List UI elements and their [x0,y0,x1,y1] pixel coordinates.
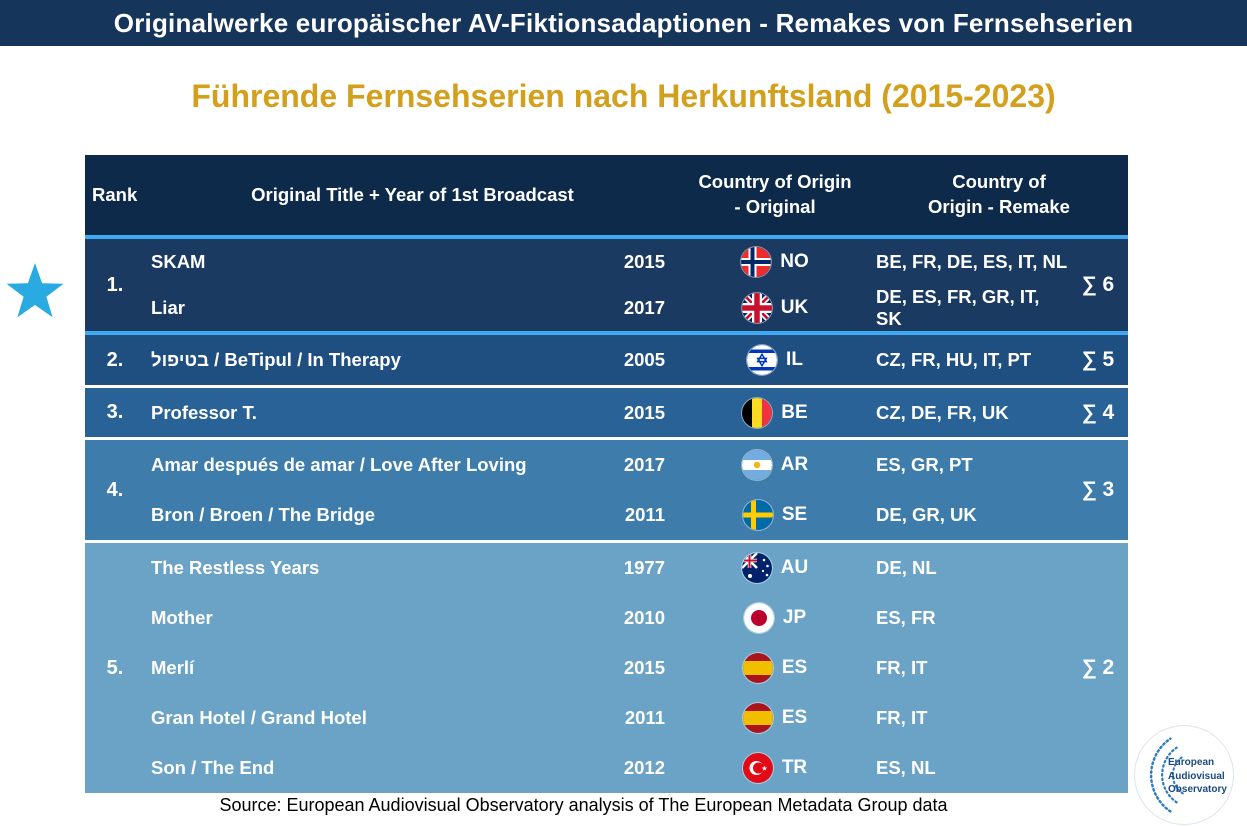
series-title: Mother [151,607,213,628]
remake-total: ∑ 5 [1081,348,1115,371]
table-row: Mother 2010 JP ES, FR [145,593,1068,643]
spain-flag-icon [742,703,773,733]
col-header-title: Original Title + Year of 1st Broadcast [251,183,574,205]
origin-country-code: AR [780,454,809,475]
rank-number: 1. [106,273,124,296]
table-row: Merlí 2015 ES FR, IT [145,643,1068,693]
remake-countries: DE, GR, UK [876,504,977,525]
belgium-flag-icon [742,397,773,428]
col-header-rank: Rank [92,183,138,205]
broadcast-year: 2011 [624,504,665,525]
origin-country-code: UK [780,297,809,318]
origin-country-code: IL [786,349,803,370]
israel-flag-icon [747,345,778,375]
top-banner: Originalwerke europäischer AV-Fiktionsad… [0,0,1247,46]
table-header-row: Rank Original Title + Year of 1st Broadc… [85,155,1128,235]
remake-countries: CZ, FR, HU, IT, PT [876,349,1032,370]
series-title: Professor T. [151,401,257,423]
argentina-flag-icon [741,450,772,480]
remake-total: ∑ 3 [1081,478,1115,501]
table-row: בטיפול / BeTipul / In Therapy 2005 IL CZ… [145,335,1068,385]
remake-total: ∑ 2 [1081,656,1115,679]
series-title: Gran Hotel / Grand Hotel [151,707,367,728]
eao-logo: European Audiovisual Observatory [1135,726,1233,824]
sweden-flag-icon [742,500,773,530]
remake-countries: DE, ES, FR, GR, IT, SK [876,286,1040,329]
remake-total: ∑ 4 [1081,400,1115,424]
banner-title: Originalwerke europäischer AV-Fiktionsad… [113,7,1134,38]
table-row: Amar después de amar / Love After Loving… [145,440,1068,490]
broadcast-year: 2015 [623,251,665,272]
remake-total: ∑ 6 [1081,273,1115,296]
table-row: Bron / Broen / The Bridge 2011 SE DE, GR… [145,490,1068,540]
rank-number: 5. [106,656,124,679]
logo-globe-icon [1149,737,1184,813]
origin-country-code: NO [780,251,809,272]
broadcast-year: 2012 [623,757,665,778]
series-title: The Restless Years [151,557,320,578]
broadcast-year: 2010 [623,607,665,628]
table-row: Professor T. 2015 BE CZ, DE, FR, UK [145,388,1068,437]
origin-country-code: ES [781,657,808,678]
table-row: The Restless Years 1977 AU DE, NL [145,543,1068,593]
series-title: Merlí [151,657,195,678]
broadcast-year: 2015 [623,401,665,423]
broadcast-year: 2005 [623,349,665,370]
rank-number: 3. [106,401,124,423]
series-title: בטיפול / BeTipul / In Therapy [151,349,401,370]
remake-countries: DE, NL [876,557,937,578]
source-note: Source: European Audiovisual Observatory… [219,795,948,815]
remake-countries: BE, FR, DE, ES, IT, NL [876,251,1068,272]
turkey-flag-icon [742,753,773,783]
rank-group-3: 3. Professor T. 2015 BE CZ, DE, FR, UK [85,388,1128,440]
spain-flag-icon [742,653,773,683]
origin-country-code: SE [781,504,808,525]
logo-text-line: Observatory [1168,784,1227,795]
norway-flag-icon [741,247,772,277]
remake-countries: CZ, DE, FR, UK [876,401,1009,423]
rank-number: 2. [106,348,124,371]
highlight-star-icon [4,262,66,324]
series-title: Son / The End [151,757,275,778]
origin-country-code: AU [780,557,809,578]
origin-country-code: BE [781,401,808,423]
series-table: Rank Original Title + Year of 1st Broadc… [85,155,1128,793]
table-row: Son / The End 2012 TR ES, NL [145,743,1068,793]
table-row: Gran Hotel / Grand Hotel 2011 ES FR, IT [145,693,1068,743]
broadcast-year: 1977 [623,557,665,578]
rank-group-5: 5. The Restless Years 1977 AU DE, NL [85,543,1128,793]
origin-country-code: ES [781,707,808,728]
origin-country-code: TR [781,757,808,778]
origin-country-code: JP [782,607,807,628]
series-title: Liar [151,297,185,318]
logo-text-line: European [1168,757,1215,768]
japan-flag-icon [743,603,774,633]
col-header-origin: Country of Origin - Original [698,171,852,217]
logo-text-line: Audiovisual [1168,770,1225,782]
series-title: Bron / Broen / The Bridge [151,504,376,525]
rank-group-4: 4. Amar después de amar / Love After Lov… [85,440,1128,543]
broadcast-year: 2015 [623,657,665,678]
australia-flag-icon [741,553,772,583]
remake-countries: ES, GR, PT [876,454,973,475]
remake-countries: FR, IT [876,657,928,678]
remake-countries: FR, IT [876,707,928,728]
broadcast-year: 2011 [624,707,665,728]
table-row: Liar 2017 UK DE, ES, FR, GR, IT, SK [145,285,1068,331]
rank-number: 4. [106,478,124,501]
page-title: Führende Fernsehserien nach Herkunftslan… [191,78,1056,114]
rank-group-1: 1. SKAM 2015 NO BE, FR, DE, ES, IT, NL [85,235,1128,335]
broadcast-year: 2017 [623,454,665,475]
broadcast-year: 2017 [623,297,665,318]
remake-countries: ES, FR [876,607,936,628]
table-row: SKAM 2015 NO BE, FR, DE, ES, IT, NL [145,239,1068,285]
uk-flag-icon [741,293,772,323]
series-title: Amar después de amar / Love After Loving [151,454,527,475]
col-header-remake: Country of Origin - Remake [928,171,1070,217]
rank-group-2: 2. בטיפול / BeTipul / In Therapy 2005 IL… [85,335,1128,388]
series-title: SKAM [151,251,206,272]
remake-countries: ES, NL [876,757,936,778]
